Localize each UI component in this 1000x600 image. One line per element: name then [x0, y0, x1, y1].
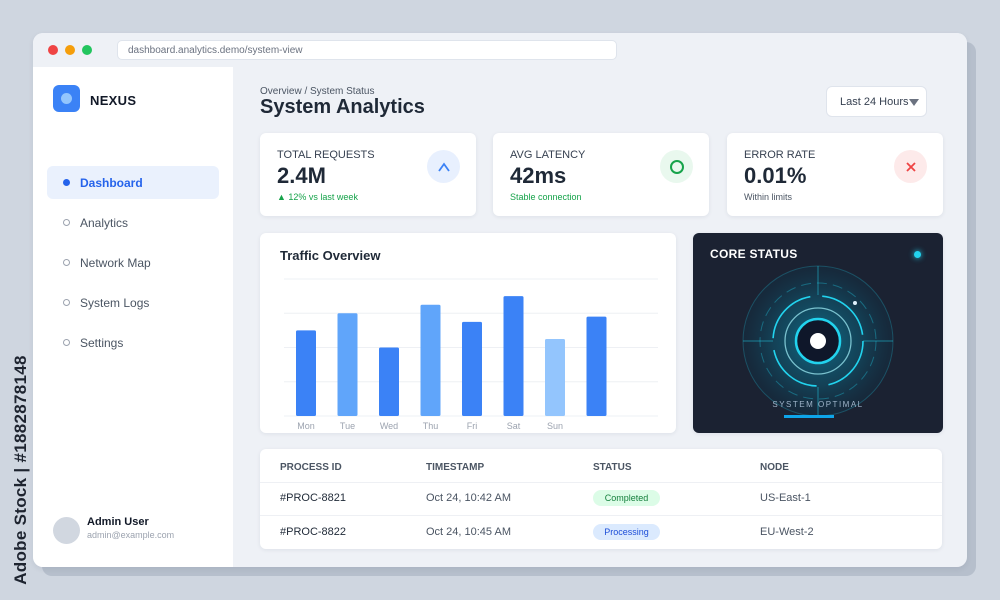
timestamp-cell: Oct 24, 10:42 AM [426, 492, 511, 504]
sidebar-item-dashboard[interactable]: Dashboard [47, 166, 219, 199]
chart-bar[interactable] [462, 321, 482, 416]
sidebar-item-analytics[interactable]: Analytics [47, 206, 219, 239]
x-tick-label: Thu [423, 421, 439, 431]
sidebar-item-label: Network Map [80, 255, 151, 270]
column-header-process-id: PROCESS ID [280, 462, 342, 473]
kpi-status: Stable connection [510, 192, 582, 202]
bullet-icon [63, 299, 70, 306]
sidebar-item-label: Dashboard [80, 175, 143, 190]
core-status-card: CORE STATUS SYSTEM OPTIMAL [693, 233, 943, 433]
chart-bar[interactable] [337, 313, 358, 416]
traffic-bar-chart: Mon Tue Wed Thu Fri Sat Sun [284, 278, 658, 431]
chart-bar[interactable] [545, 338, 565, 416]
kpi-value: 0.01% [744, 163, 807, 188]
process-table: PROCESS ID TIMESTAMP STATUS NODE #PROC-8… [260, 449, 942, 549]
brand-name: NEXUS [90, 93, 137, 108]
avatar[interactable] [53, 517, 80, 544]
kpi-card-error-rate: ERROR RATE 0.01% Within limits [727, 133, 943, 216]
time-range-select[interactable]: Last 24 Hours [826, 86, 927, 117]
divider [260, 482, 942, 483]
process-id-cell: #PROC-8822 [280, 526, 347, 538]
sidebar-item-system-logs[interactable]: System Logs [47, 286, 219, 319]
address-bar[interactable]: dashboard.analytics.demo/system-view [117, 40, 617, 60]
chart-bar[interactable] [586, 316, 607, 416]
node-cell: US-East-1 [760, 492, 811, 504]
title-bar: dashboard.analytics.demo/system-view [33, 33, 967, 67]
minimize-window-dot[interactable] [65, 45, 75, 55]
sidebar: NEXUS Dashboard Analytics Network Map Sy… [33, 67, 233, 567]
chart-bar[interactable] [379, 347, 399, 417]
user-email: admin@example.com [87, 530, 175, 540]
sidebar-item-label: Settings [80, 335, 124, 350]
kpi-trend: ▲ 12% vs last week [277, 192, 358, 202]
divider [260, 515, 942, 516]
chevron-down-icon [909, 99, 919, 106]
x-tick-label: Sat [507, 421, 521, 431]
kpi-label: ERROR RATE [744, 149, 816, 161]
process-id-cell: #PROC-8821 [280, 492, 347, 504]
time-range-value: Last 24 Hours [840, 95, 909, 108]
kpi-card-avg-latency: AVG LATENCY 42ms Stable connection [493, 133, 709, 216]
chart-title: Traffic Overview [280, 248, 381, 263]
status-underline [784, 415, 834, 418]
close-icon [894, 150, 927, 183]
sidebar-item-network-map[interactable]: Network Map [47, 246, 219, 279]
circle-icon [660, 150, 693, 183]
kpi-value: 2.4M [277, 163, 326, 188]
maximize-window-dot[interactable] [82, 45, 92, 55]
bullet-icon [63, 339, 70, 346]
chart-bar[interactable] [420, 304, 441, 416]
kpi-label: AVG LATENCY [510, 149, 586, 161]
sidebar-item-label: System Logs [80, 295, 150, 310]
x-tick-label: Wed [380, 421, 398, 431]
breadcrumb: Overview / System Status [260, 86, 375, 97]
chart-bar[interactable] [296, 330, 316, 416]
kpi-status: Within limits [744, 192, 793, 202]
core-status-caption: SYSTEM OPTIMAL [772, 400, 864, 409]
bullet-icon [63, 259, 70, 266]
column-header-node: NODE [760, 462, 789, 473]
chart-bar[interactable] [503, 296, 524, 416]
kpi-label: TOTAL REQUESTS [277, 149, 375, 161]
nexus-logo-icon [53, 85, 80, 112]
node-cell: EU-West-2 [760, 526, 814, 538]
close-window-dot[interactable] [48, 45, 58, 55]
sidebar-item-label: Analytics [80, 215, 129, 230]
radar-icon [742, 265, 894, 417]
bullet-icon [63, 179, 70, 186]
kpi-value: 42ms [510, 163, 567, 188]
watermark-text: Adobe Stock | #1882878148 [11, 355, 31, 585]
chevron-up-icon [427, 150, 460, 183]
x-tick-label: Mon [297, 421, 315, 431]
page-title: System Analytics [260, 96, 425, 118]
status-badge: Processing [593, 524, 660, 540]
status-indicator-icon [914, 251, 921, 258]
column-header-status: STATUS [593, 462, 632, 473]
timestamp-cell: Oct 24, 10:45 AM [426, 526, 511, 538]
x-tick-label: Fri [467, 421, 478, 431]
sidebar-item-settings[interactable]: Settings [47, 326, 219, 359]
core-status-title: CORE STATUS [710, 247, 798, 261]
column-header-timestamp: TIMESTAMP [426, 462, 485, 473]
bullet-icon [63, 219, 70, 226]
traffic-overview-card: Traffic Overview Mon Tue Wed Thu Fri Sat Sun [260, 233, 676, 433]
kpi-card-total-requests: TOTAL REQUESTS 2.4M ▲ 12% vs last week [260, 133, 476, 216]
browser-window: dashboard.analytics.demo/system-view NEX… [33, 33, 967, 567]
status-badge: Completed [593, 490, 660, 506]
user-name: Admin User [87, 516, 149, 528]
x-tick-label: Tue [340, 421, 355, 431]
x-tick-label: Sun [547, 421, 563, 431]
